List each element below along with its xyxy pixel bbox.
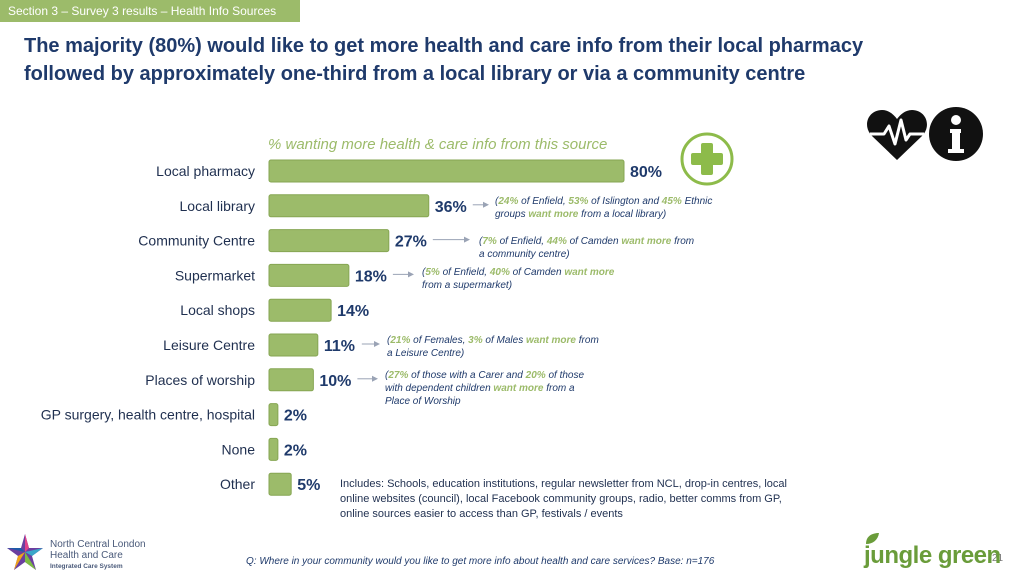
- value-label-leisure-centre: 11%: [324, 338, 355, 355]
- value-label-local-pharmacy: 80%: [630, 164, 662, 181]
- arrow-head-icon: [372, 375, 378, 382]
- health-cross-icon: [680, 132, 734, 186]
- bar-places-of-worship: [268, 368, 314, 392]
- category-label-local-pharmacy: Local pharmacy: [156, 163, 255, 179]
- bar-none: [268, 437, 279, 461]
- arrow-head-icon: [464, 236, 470, 243]
- category-label-local-shops: Local shops: [180, 302, 255, 318]
- category-label-leisure-centre: Leisure Centre: [163, 337, 255, 353]
- value-label-supermarket: 18%: [355, 268, 387, 285]
- category-label-none: None: [222, 441, 256, 457]
- value-label-gp-surgery-health-centre-hospital: 2%: [284, 408, 307, 425]
- nclhc-line-2: Health and Care: [50, 550, 123, 561]
- nclhc-line-1: North Central London: [50, 539, 146, 550]
- survey-question: Q: Where in your community would you lik…: [246, 556, 715, 567]
- bar-gp-surgery-health-centre-hospital: [268, 403, 279, 427]
- nclhc-logo: North Central London Health and Care Int…: [4, 530, 164, 574]
- category-label-local-library: Local library: [180, 198, 255, 214]
- info-icon: [929, 107, 983, 161]
- category-label-places-of-worship: Places of worship: [145, 372, 255, 388]
- value-label-other: 5%: [297, 477, 320, 494]
- jungle-green-logo: jungle green: [858, 530, 1001, 574]
- arrow-head-icon: [408, 271, 414, 278]
- arrow-head-icon: [483, 201, 489, 208]
- bar-leisure-centre: [268, 333, 319, 357]
- note-places-of-worship: (27% of those with a Carer and 20% of th…: [385, 370, 585, 407]
- chart-title: % wanting more health & care info from t…: [268, 136, 608, 153]
- bar-other: [268, 472, 292, 496]
- other-includes-note: Includes: Schools, education institution…: [340, 478, 787, 520]
- jungle-green-wordmark: jungle green: [864, 542, 1001, 569]
- nclhc-line-3: Integrated Care System: [50, 563, 123, 570]
- bar-local-pharmacy: [268, 159, 625, 183]
- nclhc-star-icon: [7, 534, 43, 570]
- arrow-head-icon: [374, 341, 380, 347]
- bar-community-centre: [268, 229, 390, 253]
- value-label-none: 2%: [284, 442, 307, 459]
- note-supermarket: (5% of Enfield, 40% of Camden want more …: [422, 267, 615, 291]
- title-line-2: followed by approximately one-third from…: [24, 63, 806, 85]
- value-label-local-library: 36%: [435, 199, 467, 216]
- bar-local-shops: [268, 298, 332, 322]
- title-line-1: The majority (80%) would like to get mor…: [24, 35, 864, 57]
- category-label-other: Other: [220, 476, 255, 492]
- bar-local-library: [268, 194, 430, 218]
- leaf-icon: [866, 533, 879, 544]
- value-label-community-centre: 27%: [395, 234, 427, 251]
- bar-supermarket: [268, 263, 350, 287]
- category-label-community-centre: Community Centre: [138, 233, 255, 249]
- note-library: (24% of Enfield, 53% of Islington and 45…: [495, 196, 713, 220]
- value-label-local-shops: 14%: [337, 303, 369, 320]
- heartbeat-icon: [867, 110, 927, 160]
- value-label-places-of-worship: 10%: [319, 373, 351, 390]
- section-tag: Section 3 – Survey 3 results – Health In…: [0, 0, 300, 22]
- page-title: The majority (80%) would like to get mor…: [24, 32, 1014, 88]
- category-label-supermarket: Supermarket: [175, 267, 255, 283]
- note-leisure-centre: (21% of Females, 3% of Males want more f…: [387, 335, 599, 359]
- page-number: 21: [992, 553, 1004, 564]
- category-label-gp-surgery-health-centre-hospital: GP surgery, health centre, hospital: [41, 407, 255, 423]
- note-community-centre: (7% of Enfield, 44% of Camden want more …: [479, 236, 695, 260]
